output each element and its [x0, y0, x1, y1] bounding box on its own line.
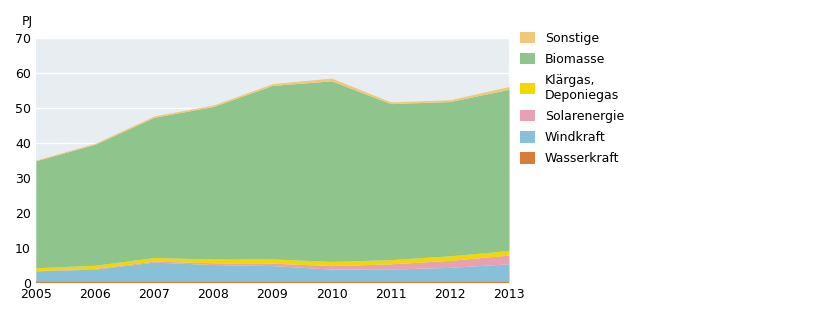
Text: PJ: PJ: [22, 15, 33, 28]
Legend: Sonstige, Biomasse, Klärgas,
Deponiegas, Solarenergie, Windkraft, Wasserkraft: Sonstige, Biomasse, Klärgas, Deponiegas,…: [520, 32, 624, 165]
